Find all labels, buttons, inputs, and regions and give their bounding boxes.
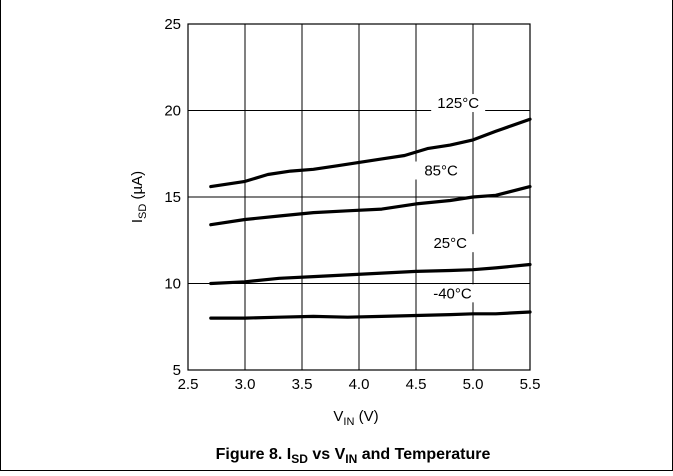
series-line <box>209 117 532 189</box>
x-tick-label: 3.5 <box>292 376 313 393</box>
figure-caption: Figure 8. ISD vs VIN and Temperature <box>216 446 491 466</box>
y-axis-title: ISD (µA) <box>129 171 149 223</box>
series-line <box>209 310 532 320</box>
x-tick-label: 3.0 <box>235 376 256 393</box>
series-label-backing <box>423 234 478 253</box>
series-label-backing <box>414 161 469 180</box>
series-line <box>209 185 532 227</box>
series-label: -40°C <box>433 285 472 302</box>
x-tick-label: 4.5 <box>406 376 427 393</box>
series-labels: 125°C 85°C 25°C -40°C <box>414 94 486 303</box>
series-line <box>209 262 532 286</box>
x-tick-label: 5.0 <box>463 376 484 393</box>
y-tick-labels: 5 10 15 20 25 <box>164 16 181 379</box>
x-tick-label: 4.0 <box>349 376 370 393</box>
series-label: 85°C <box>424 163 458 180</box>
series-label: 25°C <box>433 235 467 252</box>
x-axis-title: VIN (V) <box>333 408 378 428</box>
x-tick-label: 5.5 <box>520 376 541 393</box>
x-tick-labels: 2.5 3.0 3.5 4.0 4.5 5.0 5.5 <box>178 376 541 393</box>
y-tick-label: 10 <box>164 276 181 293</box>
y-tick-label: 20 <box>164 103 181 120</box>
y-tick-label: 25 <box>164 16 181 33</box>
x-tick-label: 2.5 <box>178 376 199 393</box>
y-tick-label: 5 <box>173 362 181 379</box>
y-tick-label: 15 <box>164 189 181 206</box>
series-curves <box>209 117 532 320</box>
series-label: 125°C <box>437 95 479 112</box>
series-label-backing <box>425 284 480 303</box>
series-label-backing <box>431 94 486 113</box>
